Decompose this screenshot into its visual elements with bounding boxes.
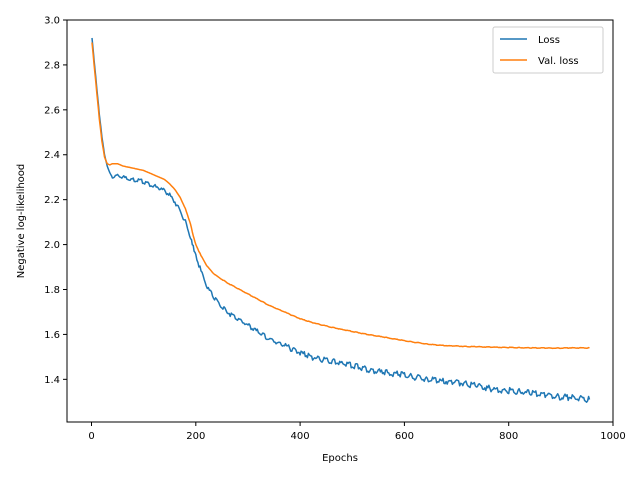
y-tick-label: 1.4 (44, 375, 60, 386)
y-tick-label: 1.8 (44, 285, 60, 296)
y-tick-label: 2.6 (44, 105, 60, 116)
series-line-loss (91, 37, 591, 403)
legend-label-loss: Loss (538, 35, 560, 46)
x-axis-ticks: 0 200 400 600 800 1000 (88, 422, 626, 442)
legend: Loss Val. loss (492, 26, 604, 74)
y-tick-label: 2.4 (44, 150, 60, 161)
y-tick-label: 1.6 (44, 330, 60, 341)
y-tick-label: 2.2 (44, 195, 60, 206)
x-tick-label: 0 (88, 431, 94, 442)
plot-frame (66, 19, 614, 423)
y-axis-label: Negative log-likelihood (16, 164, 27, 279)
x-tick-label: 400 (291, 431, 310, 442)
series-line-val-loss (91, 42, 590, 350)
x-tick-label: 200 (186, 431, 205, 442)
series-layer (91, 37, 591, 403)
y-tick-label: 2.0 (44, 240, 60, 251)
y-axis-ticks: 1.4 1.6 1.8 2.0 2.2 2.4 2.6 2.8 3.0 (44, 16, 67, 386)
y-tick-label: 3.0 (44, 16, 60, 27)
x-tick-label: 1000 (600, 431, 625, 442)
legend-label-val-loss: Val. loss (538, 56, 579, 67)
x-tick-label: 600 (395, 431, 414, 442)
x-tick-label: 800 (499, 431, 518, 442)
y-tick-label: 2.8 (44, 60, 60, 71)
x-axis-label: Epochs (322, 453, 358, 464)
